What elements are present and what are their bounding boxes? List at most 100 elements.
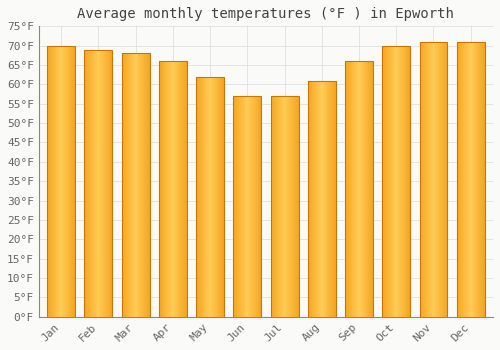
Bar — [63, 46, 64, 317]
Bar — [106, 49, 107, 317]
Bar — [399, 46, 400, 317]
Bar — [204, 77, 206, 317]
Bar — [275, 96, 276, 317]
Bar — [238, 96, 239, 317]
Bar — [53, 46, 54, 317]
Bar — [239, 96, 240, 317]
Bar — [240, 96, 241, 317]
Bar — [483, 42, 484, 317]
Bar — [467, 42, 468, 317]
Bar — [312, 80, 314, 317]
Bar — [122, 54, 150, 317]
Bar — [466, 42, 467, 317]
Bar — [446, 42, 448, 317]
Bar — [372, 61, 373, 317]
Bar — [127, 54, 128, 317]
Bar — [370, 61, 371, 317]
Bar — [278, 96, 279, 317]
Bar — [437, 42, 438, 317]
Bar — [141, 54, 142, 317]
Bar — [49, 46, 50, 317]
Bar — [329, 80, 330, 317]
Bar — [96, 49, 98, 317]
Bar — [54, 46, 56, 317]
Bar — [255, 96, 256, 317]
Bar — [196, 77, 224, 317]
Bar — [72, 46, 73, 317]
Bar — [397, 46, 398, 317]
Bar — [294, 96, 295, 317]
Bar — [458, 42, 460, 317]
Bar — [457, 42, 484, 317]
Bar — [326, 80, 328, 317]
Bar — [198, 77, 199, 317]
Bar — [390, 46, 392, 317]
Bar — [430, 42, 432, 317]
Bar — [244, 96, 246, 317]
Bar — [392, 46, 394, 317]
Bar — [428, 42, 429, 317]
Bar — [214, 77, 216, 317]
Bar — [206, 77, 208, 317]
Bar — [143, 54, 144, 317]
Bar — [145, 54, 146, 317]
Bar — [330, 80, 331, 317]
Bar — [256, 96, 258, 317]
Bar — [60, 46, 61, 317]
Bar — [199, 77, 200, 317]
Bar — [464, 42, 465, 317]
Bar — [474, 42, 476, 317]
Bar — [142, 54, 143, 317]
Bar — [291, 96, 292, 317]
Bar — [272, 96, 274, 317]
Bar — [250, 96, 251, 317]
Bar — [422, 42, 423, 317]
Bar — [368, 61, 370, 317]
Bar — [128, 54, 129, 317]
Bar — [478, 42, 479, 317]
Bar — [476, 42, 477, 317]
Bar — [281, 96, 282, 317]
Bar — [260, 96, 262, 317]
Bar — [360, 61, 361, 317]
Bar — [182, 61, 183, 317]
Bar — [292, 96, 293, 317]
Bar — [110, 49, 112, 317]
Bar — [384, 46, 385, 317]
Bar — [62, 46, 63, 317]
Bar — [159, 61, 187, 317]
Bar — [420, 42, 448, 317]
Bar — [210, 77, 211, 317]
Bar — [58, 46, 59, 317]
Bar — [295, 96, 296, 317]
Bar — [164, 61, 166, 317]
Bar — [94, 49, 96, 317]
Bar — [345, 61, 373, 317]
Bar — [296, 96, 298, 317]
Bar — [444, 42, 446, 317]
Bar — [396, 46, 397, 317]
Bar — [389, 46, 390, 317]
Bar — [316, 80, 317, 317]
Bar — [354, 61, 356, 317]
Bar — [436, 42, 437, 317]
Bar — [101, 49, 102, 317]
Bar — [319, 80, 320, 317]
Bar — [201, 77, 202, 317]
Bar — [403, 46, 404, 317]
Bar — [482, 42, 483, 317]
Bar — [441, 42, 442, 317]
Bar — [126, 54, 127, 317]
Bar — [400, 46, 401, 317]
Bar — [218, 77, 220, 317]
Bar — [290, 96, 291, 317]
Bar — [387, 46, 388, 317]
Bar — [66, 46, 68, 317]
Bar — [235, 96, 236, 317]
Bar — [241, 96, 242, 317]
Bar — [252, 96, 253, 317]
Bar — [213, 77, 214, 317]
Bar — [184, 61, 185, 317]
Bar — [88, 49, 89, 317]
Bar — [426, 42, 427, 317]
